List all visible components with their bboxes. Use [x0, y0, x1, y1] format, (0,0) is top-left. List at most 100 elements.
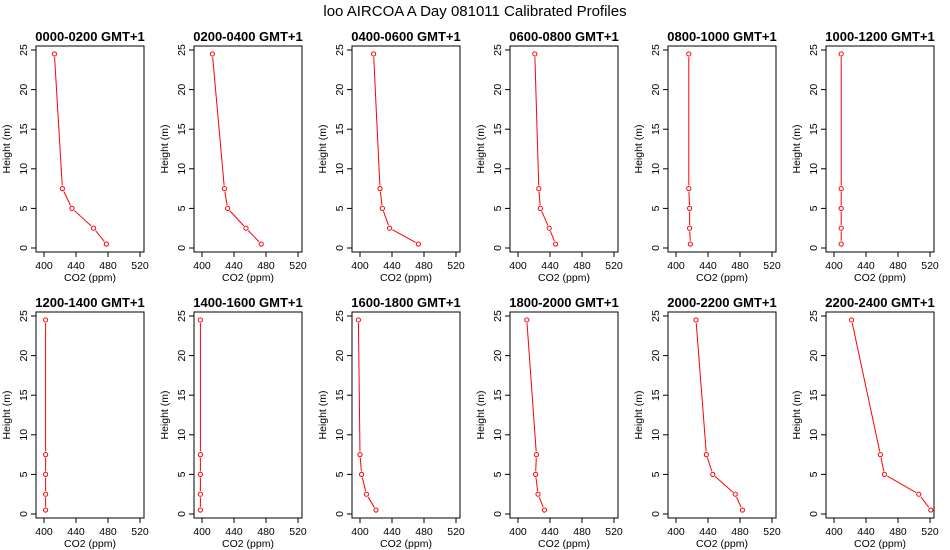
co2-profile-series: [355, 317, 379, 513]
x-tick-label: 400: [35, 260, 53, 272]
profile-segment: [714, 476, 734, 493]
x-tick-label: 480: [573, 526, 591, 538]
y-axis: 0 5 10 15 20 25: [492, 310, 510, 517]
data-point: [415, 241, 421, 247]
profile-segment: [54, 57, 63, 186]
data-point: [537, 205, 544, 211]
data-point: [51, 51, 58, 57]
x-tick-label: 400: [351, 526, 369, 538]
y-axis-label: Height (m): [633, 124, 645, 173]
plot-frame: [351, 45, 461, 253]
y-tick-label: 5: [176, 205, 188, 211]
data-point: [357, 452, 363, 458]
panel-1600-1800-gmt+1: 1600-1800 GMT+1 400 440 480 520 CO2 (ppm) 0 5 10…: [317, 295, 465, 550]
y-tick-label: 20: [650, 84, 662, 96]
plot-frame: [825, 311, 935, 519]
x-tick-label: 520: [605, 526, 623, 538]
data-point: [916, 491, 922, 497]
data-point: [197, 507, 203, 513]
x-axis-label: CO2 (ppm): [538, 538, 590, 550]
profile-segment: [224, 191, 228, 206]
x-axis: 400 440 480 520: [509, 518, 623, 538]
data-point: [197, 452, 203, 458]
data-point: [553, 241, 559, 247]
y-tick-label: 20: [176, 84, 188, 96]
x-tick-label: 480: [731, 526, 749, 538]
data-point: [710, 471, 716, 477]
data-point: [739, 507, 746, 513]
x-tick-label: 440: [225, 260, 243, 272]
data-point: [928, 507, 934, 513]
x-tick-label: 400: [825, 526, 843, 538]
y-axis: 0 5 10 15 20 25: [176, 310, 194, 517]
data-point: [524, 317, 530, 323]
x-tick-label: 440: [857, 260, 875, 272]
y-axis: 0 5 10 15 20 25: [334, 310, 352, 517]
profile-segment: [541, 211, 549, 226]
figure-title: loo AIRCOA A Day 081011 Calibrated Profi…: [323, 3, 626, 20]
profile-segment: [383, 211, 389, 226]
x-tick-label: 520: [289, 260, 307, 272]
y-tick-label: 10: [334, 163, 346, 175]
y-tick-label: 25: [808, 310, 820, 322]
data-point: [363, 491, 369, 497]
panel-title: 1600-1800 GMT+1: [351, 295, 460, 310]
y-tick-label: 5: [492, 471, 504, 477]
y-tick-label: 0: [650, 245, 662, 251]
data-point: [221, 186, 227, 192]
panel-title: 0400-0600 GMT+1: [351, 29, 460, 44]
profile-segment: [367, 496, 375, 508]
y-tick-label: 5: [808, 205, 820, 211]
panel-title: 0800-1000 GMT+1: [667, 29, 776, 44]
plot-frame: [351, 311, 461, 519]
x-tick-label: 520: [763, 526, 781, 538]
y-tick-label: 10: [808, 429, 820, 441]
y-tick-label: 0: [176, 245, 188, 251]
x-tick-label: 400: [351, 260, 369, 272]
data-point: [59, 186, 66, 192]
x-axis-label: CO2 (ppm): [696, 272, 748, 284]
y-axis-label: Height (m): [791, 390, 803, 439]
y-tick-label: 5: [808, 471, 820, 477]
panel-0600-0800-gmt+1: 0600-0800 GMT+1 400 440 480 520 CO2 (ppm) 0 5 10…: [475, 29, 623, 284]
y-tick-label: 25: [176, 310, 188, 322]
panel-title: 2000-2200 GMT+1: [667, 295, 776, 310]
data-point: [243, 225, 249, 231]
panel-title: 0000-0200 GMT+1: [35, 29, 144, 44]
profile-segment: [74, 210, 92, 227]
y-tick-label: 15: [176, 123, 188, 135]
profile-segment: [392, 229, 416, 243]
data-point: [197, 317, 203, 323]
x-tick-label: 480: [257, 260, 275, 272]
y-axis-label: Height (m): [475, 124, 487, 173]
plot-frame: [667, 311, 777, 519]
x-tick-label: 400: [193, 526, 211, 538]
y-tick-label: 20: [18, 84, 30, 96]
x-tick-label: 440: [857, 526, 875, 538]
y-tick-label: 20: [334, 84, 346, 96]
y-tick-label: 5: [650, 471, 662, 477]
y-axis: 0 5 10 15 20 25: [650, 310, 668, 517]
y-tick-label: 15: [808, 123, 820, 135]
y-tick-label: 25: [808, 44, 820, 56]
x-axis: 400 440 480 520: [35, 518, 149, 538]
x-tick-label: 480: [99, 526, 117, 538]
data-point: [838, 241, 844, 247]
co2-profile-series: [371, 51, 421, 247]
x-tick-label: 400: [509, 260, 527, 272]
profile-segment: [534, 57, 540, 186]
profile-segment: [95, 230, 105, 242]
profile-segment: [359, 457, 362, 472]
co2-profile-series: [693, 317, 746, 513]
x-tick-label: 440: [383, 260, 401, 272]
y-tick-label: 20: [334, 350, 346, 362]
y-tick-label: 20: [492, 350, 504, 362]
data-point: [687, 225, 693, 231]
x-axis-label: CO2 (ppm): [854, 272, 906, 284]
x-tick-label: 480: [415, 526, 433, 538]
data-point: [877, 452, 884, 458]
y-tick-label: 10: [808, 163, 820, 175]
x-axis: 400 440 480 520: [35, 252, 149, 272]
y-tick-label: 15: [808, 389, 820, 401]
data-point: [535, 491, 541, 497]
